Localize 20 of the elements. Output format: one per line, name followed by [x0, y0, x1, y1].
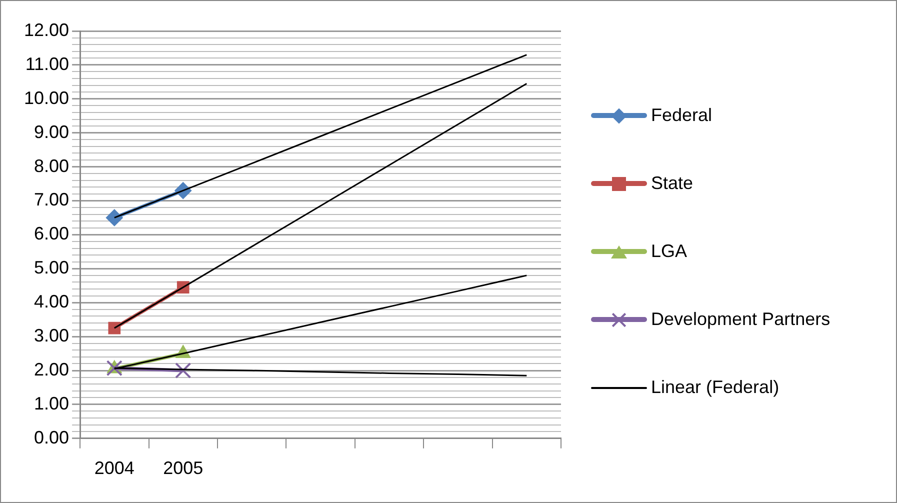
y-tick-label: 11.00 [25, 54, 70, 74]
legend-label: Linear (Federal) [651, 376, 780, 400]
legend-label: Development Partners [651, 308, 830, 332]
y-tick-label: 7.00 [34, 190, 70, 210]
y-tick-label: 2.00 [34, 359, 70, 380]
y-tick-label: 8.00 [34, 156, 70, 176]
y-tick-label: 0.00 [34, 427, 70, 448]
y-tick-label: 12.00 [24, 20, 70, 40]
legend-label: State [651, 172, 694, 196]
y-tick-label: 9.00 [34, 122, 70, 142]
y-tick-label: 4.00 [34, 292, 70, 312]
legend-label: Federal [651, 104, 712, 128]
y-tick-label: 10.00 [24, 88, 70, 108]
x-tick-label: 2005 [163, 458, 204, 478]
y-tick-label: 5.00 [34, 258, 70, 278]
y-tick-label: 1.00 [34, 393, 70, 414]
x-tick-label: 2004 [94, 458, 134, 478]
legend-label: LGA [651, 240, 688, 264]
y-tick-label: 3.00 [34, 326, 70, 346]
y-tick-label: 6.00 [34, 224, 70, 244]
